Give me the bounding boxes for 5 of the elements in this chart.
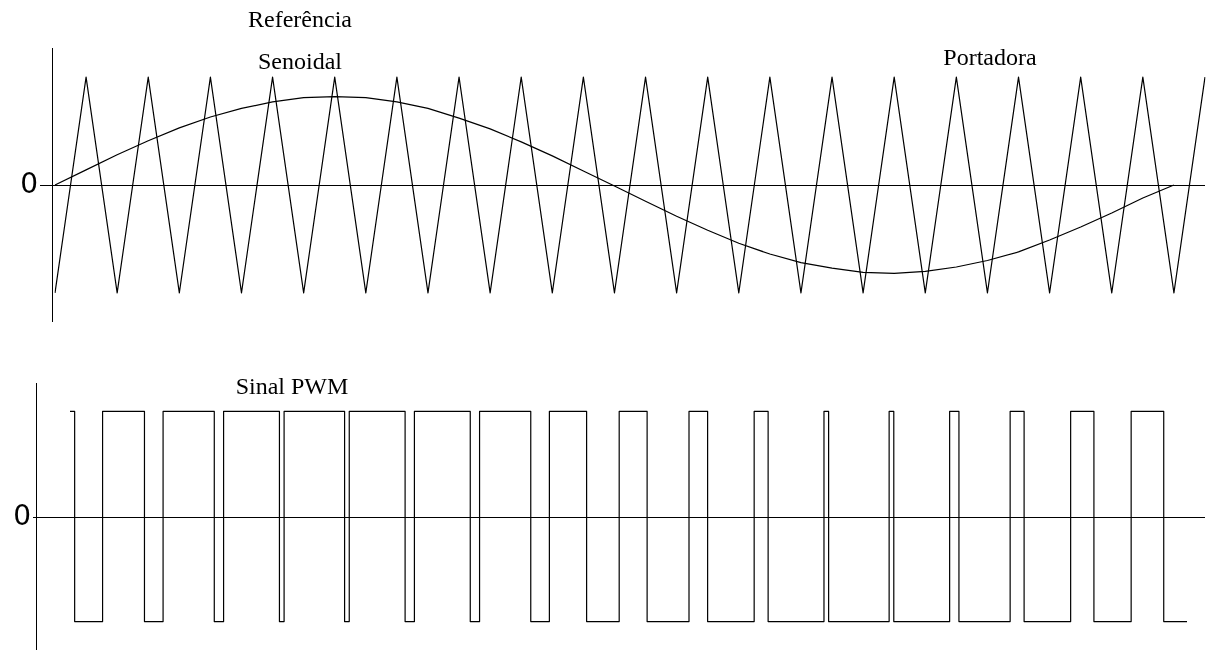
ref-line-label: 0 xyxy=(20,166,38,200)
series-label: Sinal PWM xyxy=(234,372,350,401)
series-label: Referência Senoidal xyxy=(247,5,353,76)
ref-line-label: 0 xyxy=(13,498,31,532)
series-label: Portadora xyxy=(942,43,1038,72)
